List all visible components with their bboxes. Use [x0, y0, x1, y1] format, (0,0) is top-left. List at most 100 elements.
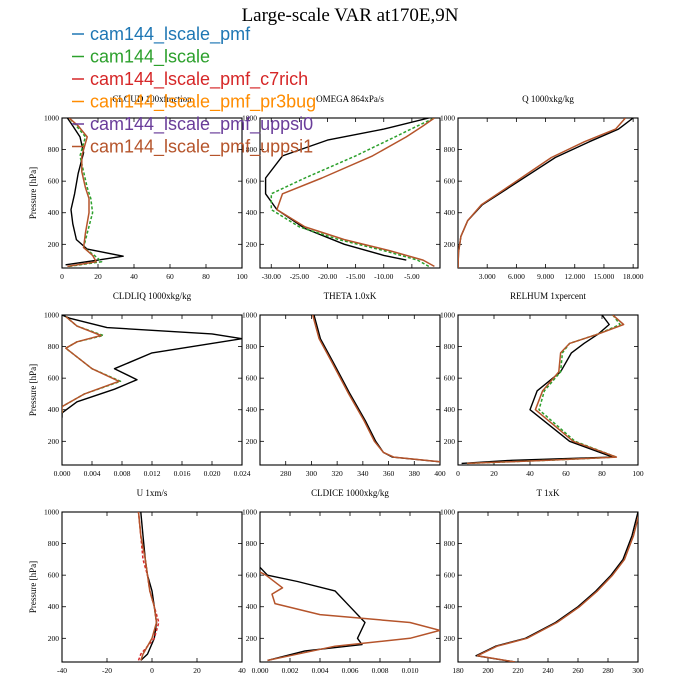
x-tick-label: 60 — [166, 272, 174, 281]
y-tick-label: 400 — [48, 405, 60, 414]
x-tick-label: 380 — [409, 469, 421, 478]
y-tick-label: 400 — [48, 208, 60, 217]
x-tick-label: 220 — [512, 666, 524, 675]
panel-8: T 1xK 180 200 220 240 260 280 300 200 400 600 800 10… — [440, 488, 644, 675]
y-axis-label: Pressure [hPa] — [28, 364, 38, 416]
legend-label: cam144_lscale — [90, 47, 210, 68]
y-tick-label: 600 — [444, 177, 456, 186]
x-tick-label: 0.006 — [342, 666, 359, 675]
panel-4: THETA 1.0xK 280 300 320 340 360 380 400 200 400 60… — [242, 291, 446, 478]
x-tick-label: 0.002 — [282, 666, 299, 675]
legend-label: cam144_lscale_pmf_uppsi0 — [90, 114, 313, 135]
series-line-cam144_lscale — [68, 118, 103, 268]
x-tick-label: -25.00 — [290, 272, 310, 281]
x-tick-label: 0.020 — [204, 469, 221, 478]
x-tick-label: -10.00 — [374, 272, 394, 281]
series-line-cam144_lscale — [270, 118, 435, 268]
y-tick-label: 600 — [48, 177, 60, 186]
x-tick-label: 3.000 — [479, 272, 496, 281]
x-tick-label: 40 — [238, 666, 246, 675]
x-tick-label: 280 — [602, 666, 614, 675]
y-tick-label: 1000 — [242, 311, 257, 320]
x-tick-label: -40 — [57, 666, 67, 675]
panel-frame — [61, 117, 243, 269]
x-tick-label: 240 — [542, 666, 554, 675]
y-tick-label: 200 — [246, 240, 258, 249]
x-tick-label: 40 — [130, 272, 138, 281]
series-line-reference — [264, 118, 429, 261]
series-line-cam144_lscale_pmf_uppsi1 — [458, 118, 626, 268]
x-tick-label: 200 — [482, 666, 494, 675]
panel-title: Q 1000xkg/kg — [522, 94, 574, 104]
y-tick-label: 600 — [48, 374, 60, 383]
series-line-reference — [65, 118, 124, 266]
panel-title: THETA 1.0xK — [324, 291, 377, 301]
legend-label: cam144_lscale_pmf — [90, 24, 251, 45]
y-tick-label: 400 — [444, 208, 456, 217]
y-tick-label: 800 — [48, 539, 60, 548]
x-tick-label: 100 — [632, 469, 644, 478]
panel-title: CLDICE 1000xkg/kg — [311, 488, 389, 498]
x-tick-label: -15.00 — [346, 272, 366, 281]
x-tick-label: 12.000 — [564, 272, 585, 281]
y-tick-label: 600 — [246, 177, 258, 186]
y-tick-label: 200 — [444, 634, 456, 643]
y-tick-label: 1000 — [440, 508, 455, 517]
panel-title: OMEGA 864xPa/s — [316, 94, 384, 104]
panel-title: RELHUM 1xpercent — [510, 291, 586, 301]
series-line-cam144_lscale_pmf_uppsi1 — [67, 118, 97, 268]
y-tick-label: 200 — [246, 634, 258, 643]
y-tick-label: 800 — [246, 145, 258, 154]
panel-2: Q 1000xkg/kg 3.000 6.000 9.000 12.000 15.000 1… — [440, 94, 644, 281]
x-tick-label: 320 — [332, 469, 344, 478]
series-line-reference — [140, 512, 158, 661]
x-tick-label: 0.008 — [114, 469, 131, 478]
y-tick-label: 600 — [48, 571, 60, 580]
x-tick-label: 300 — [632, 666, 644, 675]
y-tick-label: 400 — [246, 602, 258, 611]
y-tick-label: 1000 — [440, 311, 455, 320]
y-tick-label: 800 — [246, 342, 258, 351]
panel-3: CLDLIQ 1000xkg/kg Pressure [hPa] 0.000 0.00… — [28, 291, 251, 478]
x-tick-label: 80 — [202, 272, 210, 281]
y-tick-label: 200 — [444, 437, 456, 446]
series-line-cam144_lscale_pmf_uppsi1 — [476, 514, 638, 662]
y-tick-label: 800 — [444, 539, 456, 548]
y-tick-label: 600 — [444, 374, 456, 383]
y-tick-label: 400 — [48, 602, 60, 611]
y-tick-label: 1000 — [44, 114, 59, 123]
x-tick-label: 0.004 — [84, 469, 101, 478]
y-tick-label: 1000 — [44, 311, 59, 320]
series-line-reference — [475, 512, 638, 662]
panel-0: CLOUD 100xfraction Pressure [hPa] 0 20 40 60 8… — [28, 94, 248, 281]
x-tick-label: 0 — [150, 666, 154, 675]
panel-frame — [457, 511, 639, 663]
x-tick-label: 0.008 — [372, 666, 389, 675]
panel-6: U 1xm/s Pressure [hPa] -40 -20 0 20 40 200 400 60… — [28, 488, 246, 675]
y-tick-label: 400 — [246, 405, 258, 414]
panel-title: T 1xK — [536, 488, 560, 498]
series-line-cam144_lscale_pmf_uppsi1 — [137, 512, 158, 661]
y-tick-label: 600 — [246, 571, 258, 580]
y-tick-label: 400 — [246, 208, 258, 217]
y-tick-label: 1000 — [44, 508, 59, 517]
panel-frame — [259, 511, 441, 663]
x-tick-label: 9.000 — [537, 272, 554, 281]
x-tick-label: 0.012 — [144, 469, 161, 478]
x-tick-label: 0.000 — [252, 666, 269, 675]
panel-frame — [61, 314, 243, 466]
y-tick-label: 400 — [444, 602, 456, 611]
series-line-cam144_lscale_pmf_uppsi1 — [62, 316, 120, 413]
panel-frame — [457, 314, 639, 466]
y-tick-label: 800 — [48, 342, 60, 351]
panel-grid: CLOUD 100xfraction Pressure [hPa] 0 20 40 60 8… — [28, 94, 644, 675]
y-tick-label: 600 — [246, 374, 258, 383]
y-axis-label: Pressure [hPa] — [28, 561, 38, 613]
series-line-cam144_lscale_pmf_uppsi1 — [311, 315, 440, 463]
y-tick-label: 800 — [246, 539, 258, 548]
y-tick-label: 200 — [48, 634, 60, 643]
x-tick-label: 0 — [456, 469, 460, 478]
y-tick-label: 800 — [48, 145, 60, 154]
x-tick-label: -20 — [102, 666, 112, 675]
panel-1: OMEGA 864xPa/s -30.00 -25.00 -20.00 -15.00 -1… — [242, 94, 441, 281]
